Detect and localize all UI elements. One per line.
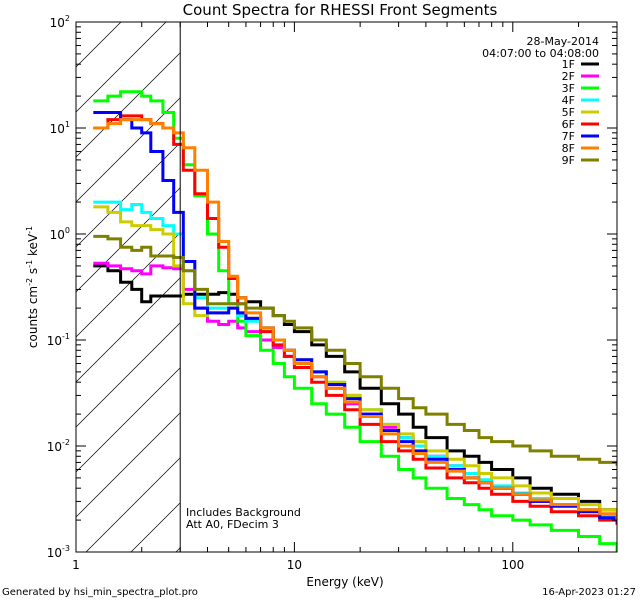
timestamp-label: 16-Apr-2023 01:27 bbox=[542, 587, 636, 598]
y-axis-label: counts cm-2 s-1 keV-1 bbox=[25, 226, 40, 348]
series-line-9f bbox=[93, 234, 617, 466]
legend-label: 9F bbox=[562, 154, 575, 167]
hatch-line bbox=[76, 367, 181, 473]
legend-label: 8F bbox=[562, 142, 575, 155]
hatch-line bbox=[76, 232, 181, 338]
generated-by-label: Generated by hsi_min_spectra_plot.pro bbox=[2, 587, 198, 598]
hatch-line bbox=[76, 187, 181, 293]
note-background: Includes Background bbox=[186, 506, 301, 519]
series-line-6f bbox=[93, 114, 617, 525]
legend-label: 4F bbox=[562, 94, 575, 107]
hatch-line bbox=[76, 277, 181, 383]
y-tick-label: 102 bbox=[50, 14, 70, 30]
series-line-4f bbox=[93, 200, 617, 521]
series-group bbox=[93, 90, 617, 552]
hatch-line bbox=[76, 52, 181, 158]
time-range-label: 04:07:00 to 04:08:00 bbox=[482, 47, 599, 60]
series-line-7f bbox=[93, 111, 617, 523]
legend-label: 2F bbox=[562, 70, 575, 83]
legend-label: 1F bbox=[562, 58, 575, 71]
y-axis-label-text: counts cm-2 s-1 keV-1 bbox=[25, 226, 40, 348]
series-line-1f bbox=[93, 264, 617, 516]
series-line-5f bbox=[93, 205, 617, 516]
series-line-3f bbox=[93, 90, 617, 552]
hatch-line bbox=[76, 412, 181, 518]
legend-label: 7F bbox=[562, 130, 575, 143]
date-label: 28-May-2014 bbox=[527, 35, 599, 48]
note-attenuator: Att A0, FDecim 3 bbox=[186, 518, 279, 531]
series-line-8f bbox=[93, 118, 617, 521]
legend-label: 5F bbox=[562, 106, 575, 119]
hatch-line bbox=[76, 322, 181, 428]
hatch-line bbox=[85, 457, 181, 552]
chart-title: Count Spectra for RHESSI Front Segments bbox=[183, 1, 498, 19]
hatch-line bbox=[76, 22, 167, 113]
x-tick-label: 10 bbox=[287, 558, 302, 572]
y-tick-label: 101 bbox=[50, 120, 70, 136]
y-tick-label: 10-1 bbox=[47, 332, 70, 348]
x-axis-label: Energy (keV) bbox=[306, 575, 383, 589]
hatch-line bbox=[76, 97, 181, 203]
plot-frame bbox=[75, 21, 618, 553]
x-tick-label: 100 bbox=[501, 558, 524, 572]
series-line-2f bbox=[93, 261, 617, 521]
y-tick-label: 100 bbox=[50, 226, 70, 242]
y-tick-label: 10-2 bbox=[47, 438, 70, 454]
legend-label: 6F bbox=[562, 118, 575, 131]
hatched-region bbox=[76, 22, 181, 552]
x-tick-label: 1 bbox=[72, 558, 80, 572]
y-axis: 10-3 10-2 10-1 100 101 102 bbox=[47, 14, 617, 560]
legend-label: 3F bbox=[562, 82, 575, 95]
y-tick-label: 10-3 bbox=[47, 544, 70, 560]
